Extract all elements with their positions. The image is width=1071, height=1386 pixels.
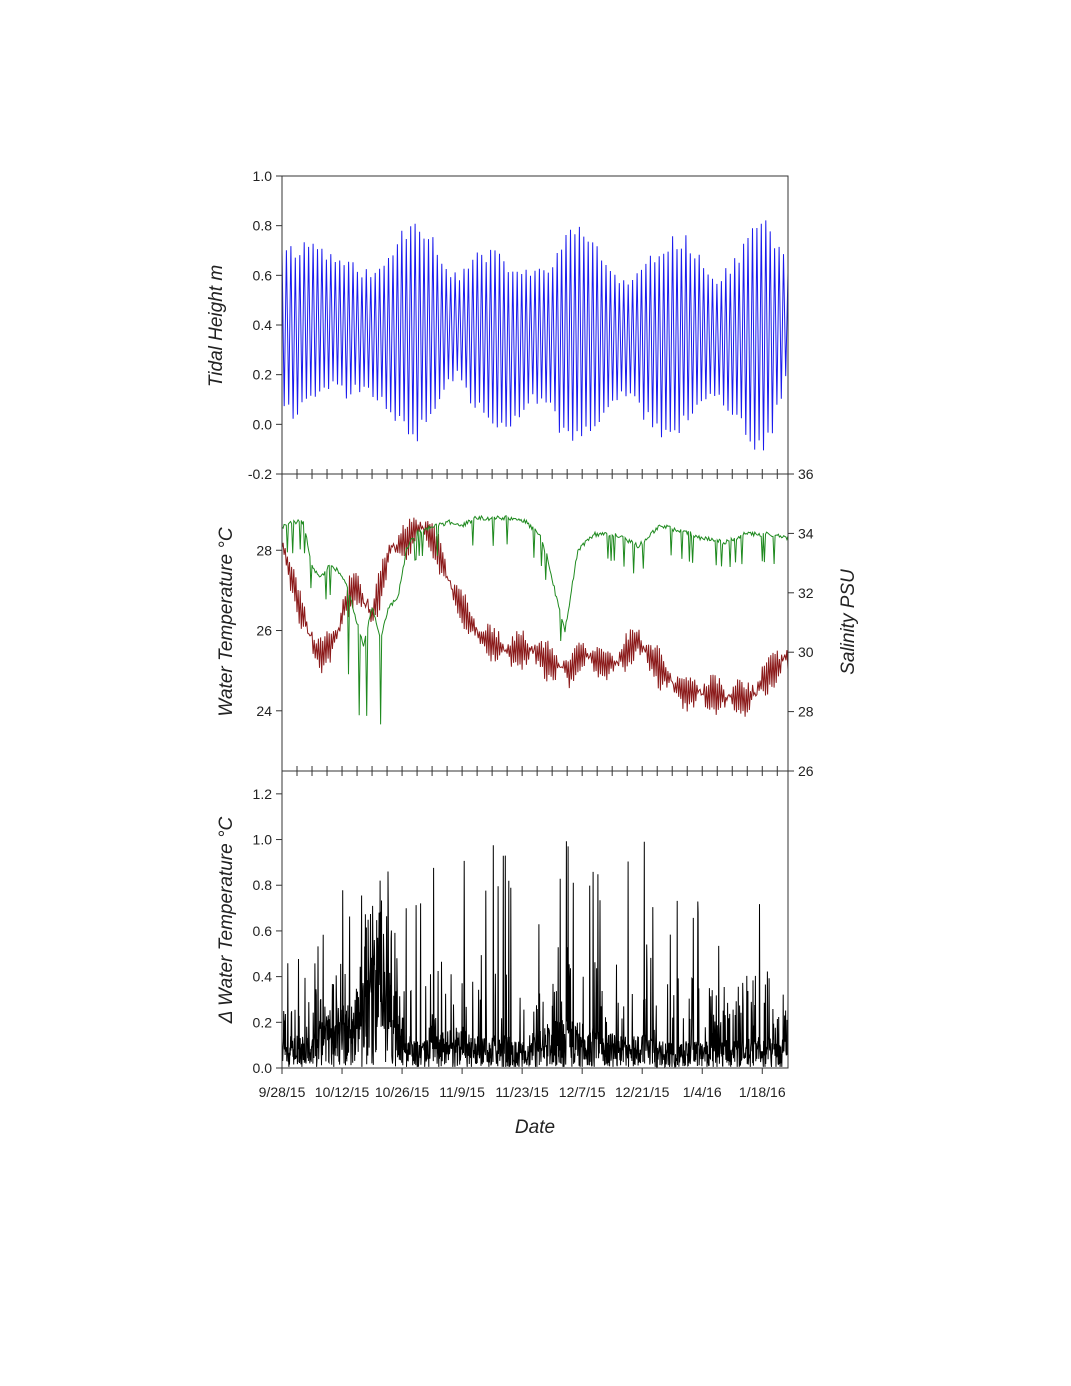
tidal-height-tick-label: 0.0 bbox=[253, 416, 273, 432]
delta-temperature-tick-label: 0.4 bbox=[253, 969, 273, 985]
tidal-height-y-axis: -0.2 0.0 0.2 0.4 0.6 0.8 1.0 bbox=[248, 168, 282, 482]
tidal-height-series-line bbox=[282, 220, 788, 451]
delta-temperature-plot-area bbox=[281, 770, 789, 1069]
salinity-tick-label: 30 bbox=[798, 644, 814, 660]
tidal-height-y-axis-title: Tidal Height m bbox=[206, 265, 227, 387]
tidal-height-tick-label: 0.2 bbox=[253, 367, 273, 383]
salinity-tick-label: 26 bbox=[798, 763, 814, 779]
tidal-height-tick-label: 0.6 bbox=[253, 267, 273, 283]
x-tick-label: 12/21/15 bbox=[615, 1084, 670, 1100]
temperature-salinity-frame bbox=[281, 473, 789, 772]
salinity-tick-label: 28 bbox=[798, 704, 814, 720]
water-temperature-tick-label: 26 bbox=[256, 623, 272, 639]
delta-temperature-frame bbox=[281, 770, 789, 1069]
temperature-salinity-panel: 24 26 28 26 28 30 32 34 36 Water Temperature °C… bbox=[216, 466, 859, 779]
x-tick-label: 1/4/16 bbox=[683, 1084, 722, 1100]
x-tick-label: 1/18/16 bbox=[739, 1084, 786, 1100]
delta-temperature-tick-label: 0.2 bbox=[253, 1014, 273, 1030]
temperature-salinity-plot-area bbox=[281, 473, 789, 772]
tidal-height-plot-area bbox=[281, 175, 789, 475]
delta-temperature-y-axis: 0.0 0.2 0.4 0.6 0.8 1.0 1.2 bbox=[253, 786, 282, 1076]
tidal-height-panel: -0.2 0.0 0.2 0.4 0.6 0.8 1.0 Tidal Height m bbox=[206, 168, 789, 482]
x-tick-label: 10/26/15 bbox=[375, 1084, 430, 1100]
x-tick-label: 9/28/15 bbox=[259, 1084, 306, 1100]
water-temperature-tick-label: 24 bbox=[256, 703, 272, 719]
x-tick-label: 11/23/15 bbox=[495, 1084, 549, 1100]
tidal-height-tick-label: -0.2 bbox=[248, 466, 272, 482]
salinity-y-axis-title: Salinity PSU bbox=[838, 569, 859, 675]
tidal-height-tick-label: 0.4 bbox=[253, 317, 273, 333]
salinity-tick-label: 34 bbox=[798, 525, 814, 541]
delta-temperature-tick-label: 0.8 bbox=[253, 877, 273, 893]
salinity-y-axis: 26 28 30 32 34 36 bbox=[788, 466, 814, 779]
delta-temperature-tick-label: 1.2 bbox=[253, 786, 273, 802]
delta-temperature-panel: 0.0 0.2 0.4 0.6 0.8 1.0 1.2 Δ Water Temperatur… bbox=[216, 770, 789, 1076]
x-tick-label: 10/12/15 bbox=[315, 1084, 370, 1100]
x-axis-title: Date bbox=[515, 1117, 555, 1138]
water-temperature-series-line bbox=[282, 514, 788, 725]
salinity-tick-label: 36 bbox=[798, 466, 814, 482]
date-x-axis: 9/28/15 10/12/15 10/26/15 11/9/15 11/23/15 12… bbox=[259, 469, 786, 1100]
x-tick-label: 12/7/15 bbox=[559, 1084, 606, 1100]
tidal-height-tick-label: 0.8 bbox=[253, 218, 273, 234]
tidal-height-tick-label: 1.0 bbox=[253, 168, 273, 184]
water-temperature-y-axis: 24 26 28 bbox=[256, 542, 282, 719]
delta-temperature-tick-label: 0.0 bbox=[253, 1060, 273, 1076]
delta-temperature-y-axis-title: Δ Water Temperature °C bbox=[216, 816, 237, 1024]
salinity-series-line bbox=[282, 517, 788, 717]
salinity-tick-label: 32 bbox=[798, 585, 814, 601]
x-tick-label: 11/9/15 bbox=[439, 1084, 485, 1100]
delta-temperature-series-line bbox=[282, 841, 788, 1068]
water-temperature-tick-label: 28 bbox=[256, 542, 272, 558]
delta-temperature-tick-label: 0.6 bbox=[253, 923, 273, 939]
water-temperature-y-axis-title: Water Temperature °C bbox=[216, 527, 237, 717]
delta-temperature-tick-label: 1.0 bbox=[253, 832, 273, 848]
